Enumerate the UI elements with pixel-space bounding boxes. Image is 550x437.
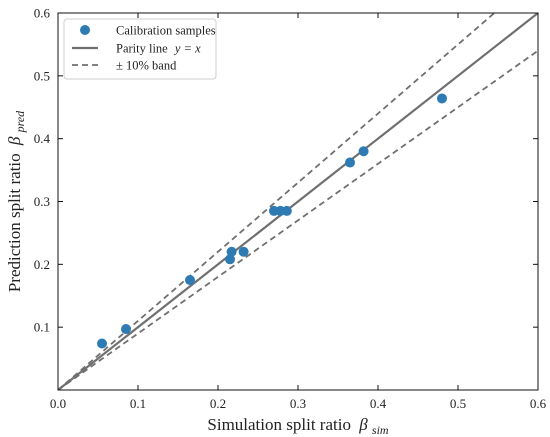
- band-lower-line: [58, 49, 538, 390]
- x-tick-label: 0.4: [370, 396, 387, 411]
- legend-label-calibration-samples: Calibration samples: [116, 24, 216, 38]
- y-tick-label: 0.3: [34, 194, 50, 209]
- y-axis-label-text: Prediction split ratio: [5, 153, 24, 292]
- x-axis-label-symbol: β: [358, 415, 368, 434]
- legend-label-band: ± 10% band: [116, 59, 177, 73]
- scatter-point: [121, 324, 131, 335]
- y-tick-label: 0.1: [34, 320, 50, 335]
- scatter-point: [345, 157, 355, 168]
- parity-line: [58, 13, 538, 390]
- plot-area: [58, 13, 538, 390]
- scatter-point: [97, 338, 107, 349]
- scatter-point: [185, 275, 195, 286]
- x-axis-label: Simulation split ratio β sim: [207, 415, 389, 437]
- legend-label-parity-line: Parity line y = x: [116, 42, 201, 56]
- axes: [57, 12, 539, 391]
- x-axis-label-text: Simulation split ratio: [207, 415, 351, 434]
- x-tick-label: 0.6: [530, 396, 547, 411]
- legend-scatter-marker: [80, 25, 90, 35]
- x-tick-label: 0.5: [450, 396, 466, 411]
- legend-item-band: ± 10% band: [72, 59, 177, 73]
- x-tick-label: 0.0: [50, 396, 66, 411]
- band-upper-line: [58, 13, 496, 390]
- legend-item-parity-line: Parity line y = x: [72, 42, 201, 56]
- scatter-point: [225, 254, 235, 265]
- legend-parity-line-text: Parity line: [116, 42, 168, 56]
- legend-frame: [63, 18, 217, 80]
- x-tick-label: 0.2: [210, 396, 226, 411]
- y-tick-label: 0.2: [34, 257, 50, 272]
- y-axis-label-subscript: pred: [13, 110, 27, 134]
- y-axis-label-symbol: β: [5, 136, 24, 146]
- x-tick-label: 0.1: [130, 396, 146, 411]
- legend-item-calibration-samples: Calibration samples: [80, 24, 216, 38]
- y-tick-label: 0.5: [34, 68, 50, 83]
- scatter-point: [281, 205, 292, 216]
- scatter-point: [358, 146, 369, 157]
- y-tick-label: 0.6: [34, 6, 51, 21]
- y-axis-label: Prediction split ratio β pred: [5, 110, 27, 292]
- x-tick-label: 0.3: [290, 396, 306, 411]
- tick-labels: 0.0 0.1 0.2 0.3 0.4 0.5 0.6 0.1 0.2 0.3 0.4 0.5 0.6: [34, 6, 547, 412]
- legend: Calibration samples Parity line y = x ± …: [63, 18, 217, 80]
- scatter-point: [238, 246, 249, 257]
- y-tick-label: 0.4: [34, 131, 51, 146]
- scatter-point: [437, 93, 447, 104]
- scatter-point: [226, 246, 237, 257]
- legend-parity-line-equation: y = x: [173, 42, 201, 56]
- x-axis-label-subscript: sim: [372, 423, 389, 437]
